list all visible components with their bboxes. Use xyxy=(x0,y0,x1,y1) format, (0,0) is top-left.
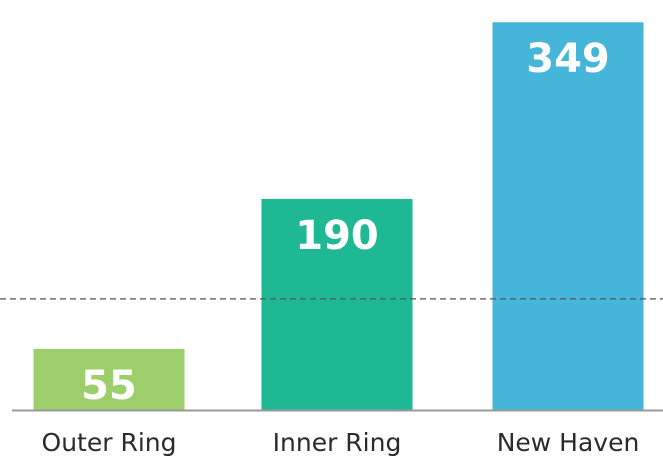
bar-outer-ring xyxy=(33,348,185,410)
x-tick-label-outer-ring: Outer Ring xyxy=(42,428,177,457)
x-tick-label-inner-ring: Inner Ring xyxy=(273,428,402,457)
bar-inner-ring xyxy=(261,198,413,410)
data-label-new-haven: 349 xyxy=(526,36,610,82)
data-label-outer-ring: 55 xyxy=(81,363,137,409)
x-tick-label-new-haven: New Haven xyxy=(497,428,640,457)
data-label-inner-ring: 190 xyxy=(295,213,379,259)
bar-new-haven xyxy=(492,22,644,410)
